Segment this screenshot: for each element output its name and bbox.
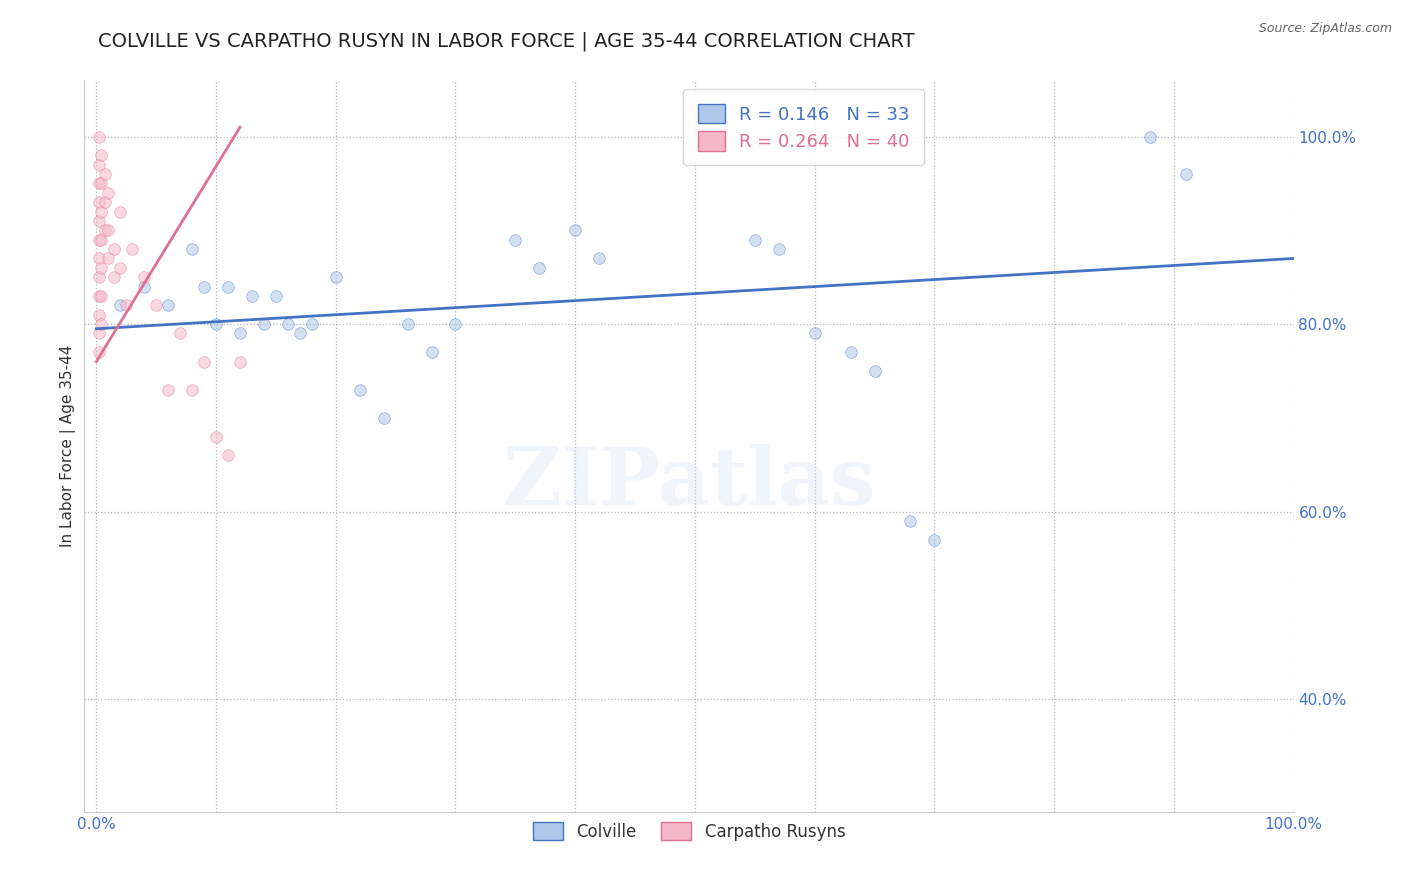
Point (505, 233, 527, 247)
Point (900, 514, 922, 528)
Point (301, 317, 323, 331)
Point (217, 279, 239, 293)
Point (744, 233, 766, 247)
Point (87, 345, 110, 359)
Point (396, 317, 419, 331)
Point (90, 233, 112, 247)
Point (288, 326, 311, 341)
Point (373, 410, 395, 425)
Point (145, 298, 167, 312)
Point (90, 317, 112, 331)
Point (264, 289, 287, 303)
Point (87, 129, 110, 144)
Point (87, 233, 110, 247)
Point (87, 158, 110, 172)
Point (97, 252, 120, 266)
Y-axis label: In Labor Force | Age 35-44: In Labor Force | Age 35-44 (60, 345, 76, 547)
Point (839, 345, 862, 359)
Point (87, 214, 110, 228)
Text: Source: ZipAtlas.com: Source: ZipAtlas.com (1258, 22, 1392, 36)
Point (134, 279, 156, 293)
Point (229, 326, 252, 341)
Point (87, 289, 110, 303)
Point (420, 345, 443, 359)
Point (110, 298, 132, 312)
Point (193, 354, 215, 368)
Point (87, 270, 110, 285)
Point (90, 204, 112, 219)
Point (121, 242, 143, 256)
Point (325, 270, 347, 285)
Point (90, 260, 112, 275)
Point (115, 298, 138, 312)
Point (134, 270, 156, 285)
Point (181, 383, 204, 397)
Point (349, 383, 371, 397)
Point (529, 260, 551, 275)
Point (181, 242, 204, 256)
Point (205, 317, 228, 331)
Point (205, 429, 228, 443)
Point (564, 223, 586, 237)
Point (240, 289, 263, 303)
Point (90, 289, 112, 303)
Point (588, 252, 610, 266)
Point (229, 354, 252, 368)
Text: ZIPatlas: ZIPatlas (503, 443, 875, 522)
Point (803, 326, 825, 341)
Point (90, 177, 112, 191)
Point (87, 195, 110, 210)
Point (87, 252, 110, 266)
Point (768, 242, 790, 256)
Point (93, 223, 115, 237)
Point (97, 186, 120, 200)
Point (157, 298, 180, 312)
Point (93, 195, 115, 210)
Point (87, 177, 110, 191)
Point (110, 260, 132, 275)
Point (253, 317, 276, 331)
Point (169, 326, 191, 341)
Point (924, 533, 946, 547)
Point (93, 167, 115, 181)
Point (97, 223, 120, 237)
Point (277, 317, 299, 331)
Point (157, 383, 180, 397)
Legend: Colville, Carpatho Rusyns: Colville, Carpatho Rusyns (526, 816, 852, 847)
Point (87, 308, 110, 322)
Point (1174, 167, 1197, 181)
Point (110, 204, 132, 219)
Point (193, 279, 215, 293)
Point (1139, 129, 1161, 144)
Point (217, 449, 239, 463)
Point (90, 148, 112, 162)
Text: COLVILLE VS CARPATHO RUSYN IN LABOR FORCE | AGE 35-44 CORRELATION CHART: COLVILLE VS CARPATHO RUSYN IN LABOR FORC… (98, 31, 915, 51)
Point (863, 364, 886, 378)
Point (444, 317, 467, 331)
Point (103, 242, 125, 256)
Point (87, 326, 110, 341)
Point (103, 270, 125, 285)
